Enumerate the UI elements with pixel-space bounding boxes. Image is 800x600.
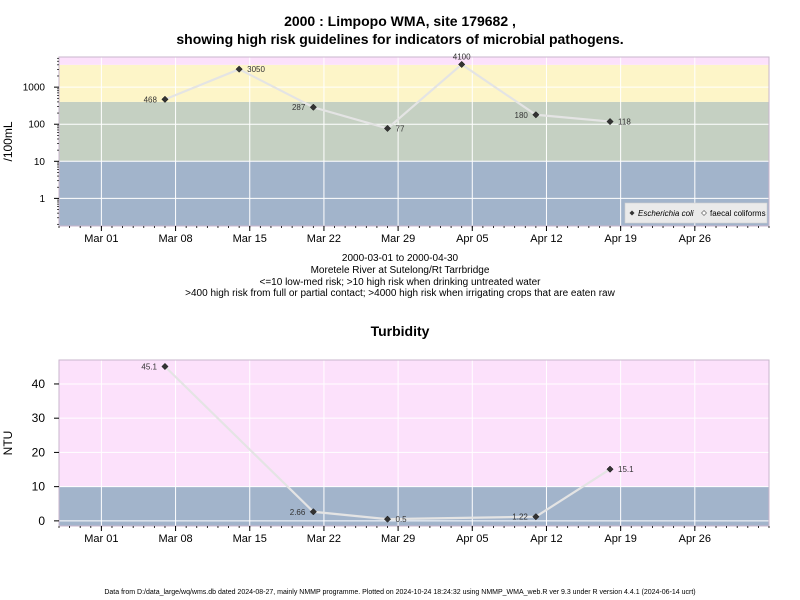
caption-site: Moretele River at Sutelong/Rt Tarrbridge bbox=[310, 265, 490, 276]
x-tick-label: Mar 15 bbox=[233, 533, 267, 545]
plot-frame bbox=[58, 56, 770, 227]
y-tick-label: 20 bbox=[32, 445, 46, 459]
data-label: 118 bbox=[618, 118, 631, 127]
data-point bbox=[458, 60, 466, 68]
data-label: 3050 bbox=[247, 65, 265, 74]
x-tick-label: Mar 01 bbox=[84, 233, 118, 245]
data-point bbox=[606, 465, 614, 473]
y-tick-label: 40 bbox=[32, 377, 46, 391]
data-point bbox=[606, 118, 614, 126]
data-point bbox=[161, 362, 169, 371]
turbidity-title: Turbidity bbox=[370, 323, 430, 339]
x-tick-label: Mar 22 bbox=[307, 533, 341, 545]
x-tick-label: Apr 12 bbox=[530, 533, 562, 545]
y-axis-label: /100mL bbox=[1, 121, 15, 161]
caption-guideline-contact: >400 high risk from full or partial cont… bbox=[185, 288, 615, 299]
data-label: 468 bbox=[144, 95, 158, 104]
risk-band-1 bbox=[59, 101, 769, 162]
x-tick-label: Mar 22 bbox=[307, 233, 341, 245]
x-tick-label: Apr 05 bbox=[456, 233, 488, 245]
y-tick-label: 0 bbox=[38, 514, 45, 528]
y-tick-label: 100 bbox=[28, 120, 45, 131]
footer-note: Data from D:/data_large/wq/wms.db dated … bbox=[104, 589, 696, 596]
x-tick-label: Mar 15 bbox=[233, 233, 267, 245]
y-tick-label: 1 bbox=[39, 194, 45, 205]
caption-date-range: 2000-03-01 to 2000-04-30 bbox=[341, 253, 459, 264]
risk-band-1 bbox=[59, 360, 769, 487]
x-tick-label: Mar 29 bbox=[381, 533, 415, 545]
caption-guideline-drinking: <=10 low-med risk; >10 high risk when dr… bbox=[259, 277, 541, 288]
chart-title-line2: showing high risk guidelines for indicat… bbox=[176, 31, 624, 47]
legend-faecal-label: faecal coliforms bbox=[710, 209, 766, 218]
data-label: 287 bbox=[292, 103, 306, 112]
data-point bbox=[309, 103, 317, 111]
data-point bbox=[383, 515, 392, 523]
data-label: 180 bbox=[515, 111, 529, 120]
x-tick-label: Apr 26 bbox=[679, 233, 711, 245]
data-label: 1.22 bbox=[512, 513, 528, 522]
x-tick-label: Apr 05 bbox=[456, 533, 488, 545]
data-label: 0.5 bbox=[396, 515, 408, 524]
legend-faecal-marker bbox=[701, 210, 707, 216]
plot-frame bbox=[58, 359, 770, 527]
data-label: 45.1 bbox=[141, 363, 157, 372]
risk-band-3 bbox=[59, 57, 769, 65]
risk-band-0 bbox=[59, 486, 769, 526]
data-point bbox=[383, 124, 392, 132]
y-tick-label: 10 bbox=[32, 480, 46, 494]
y-tick-label: 1000 bbox=[23, 83, 46, 94]
x-tick-label: Mar 29 bbox=[381, 233, 415, 245]
x-tick-label: Apr 26 bbox=[679, 533, 711, 545]
y-tick-label: 30 bbox=[32, 411, 46, 425]
data-point bbox=[309, 508, 317, 516]
data-point bbox=[235, 65, 243, 73]
legend-ecoli-label: Escherichia coli bbox=[638, 209, 694, 218]
risk-band-2 bbox=[59, 64, 769, 102]
x-tick-label: Apr 12 bbox=[530, 233, 562, 245]
data-point bbox=[532, 111, 540, 119]
data-label: 4100 bbox=[453, 52, 471, 61]
data-label: 77 bbox=[396, 124, 405, 133]
data-label: 15.1 bbox=[618, 465, 634, 474]
legend-ecoli-marker bbox=[629, 210, 635, 216]
x-tick-label: Mar 01 bbox=[84, 533, 118, 545]
y-axis-label: NTU bbox=[1, 431, 15, 456]
legend-box bbox=[624, 202, 768, 224]
data-point bbox=[161, 95, 169, 103]
data-point bbox=[532, 513, 540, 521]
data-label: 2.66 bbox=[290, 508, 306, 517]
x-tick-label: Mar 08 bbox=[158, 533, 192, 545]
x-tick-label: Apr 19 bbox=[604, 533, 636, 545]
x-tick-label: Mar 08 bbox=[158, 233, 192, 245]
y-tick-label: 10 bbox=[34, 157, 46, 168]
x-tick-label: Apr 19 bbox=[604, 233, 636, 245]
chart-title-line1: 2000 : Limpopo WMA, site 179682 , bbox=[284, 13, 516, 29]
